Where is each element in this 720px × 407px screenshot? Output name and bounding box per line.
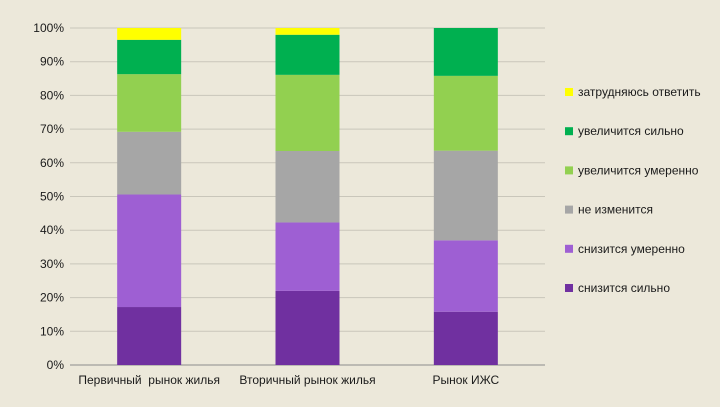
y-tick-label: 80% bbox=[40, 88, 64, 102]
y-tick-label: 40% bbox=[40, 223, 64, 237]
bars bbox=[117, 28, 498, 365]
legend-swatch bbox=[565, 88, 573, 96]
legend-label: увеличится сильно bbox=[578, 124, 684, 138]
legend-label: не изменится bbox=[578, 203, 653, 217]
legend-swatch bbox=[565, 205, 573, 214]
bar-segment bbox=[275, 151, 340, 223]
bar-segment bbox=[275, 290, 340, 365]
bar-segment bbox=[117, 307, 182, 365]
bar-segment bbox=[117, 74, 182, 132]
bar-segment bbox=[433, 150, 498, 241]
bar-segment bbox=[275, 74, 340, 152]
legend-swatch bbox=[565, 166, 573, 175]
legend-label: снизится умеренно bbox=[578, 242, 685, 256]
y-tick-label: 0% bbox=[47, 358, 65, 372]
x-category-label: Вторичный рынок жилья bbox=[239, 373, 375, 387]
bar-segment bbox=[117, 131, 182, 195]
legend: затрудняюсь ответить увеличится сильно уве… bbox=[565, 85, 701, 295]
bar-segment bbox=[275, 222, 340, 291]
bar-segment bbox=[117, 39, 182, 75]
y-tick-label: 20% bbox=[40, 291, 64, 305]
legend-swatch bbox=[565, 284, 573, 292]
y-tick-label: 30% bbox=[40, 257, 64, 271]
y-tick-label: 60% bbox=[40, 156, 64, 170]
legend-label: снизится сильно bbox=[578, 281, 670, 295]
bar-segment bbox=[275, 34, 340, 75]
legend-swatch bbox=[565, 127, 573, 136]
bar-segment bbox=[117, 28, 182, 40]
x-category-label: Рынок ИЖС bbox=[432, 373, 499, 387]
y-tick-label: 70% bbox=[40, 122, 64, 136]
y-tick-label: 90% bbox=[40, 55, 64, 69]
bar-segment bbox=[433, 240, 498, 312]
y-axis-tick-labels: 0% 10% 20% 30% 40% 50% 60% 70% 80% 90% 100% bbox=[33, 21, 64, 372]
x-axis-category-labels: Первичный рынок жилья Вторичный рынок жил… bbox=[78, 373, 499, 387]
y-tick-label: 50% bbox=[40, 190, 64, 204]
x-category-label: Первичный рынок жилья bbox=[78, 373, 220, 387]
bar-segment bbox=[433, 28, 498, 76]
y-tick-label: 10% bbox=[40, 324, 64, 338]
legend-label: затрудняюсь ответить bbox=[578, 85, 701, 99]
bar-segment bbox=[117, 194, 182, 308]
bar-segment bbox=[433, 311, 498, 365]
bar-segment bbox=[275, 28, 340, 35]
y-tick-label: 100% bbox=[33, 21, 64, 35]
bar-segment bbox=[433, 75, 498, 151]
legend-swatch bbox=[565, 244, 573, 253]
legend-label: увеличится умеренно bbox=[578, 163, 699, 177]
